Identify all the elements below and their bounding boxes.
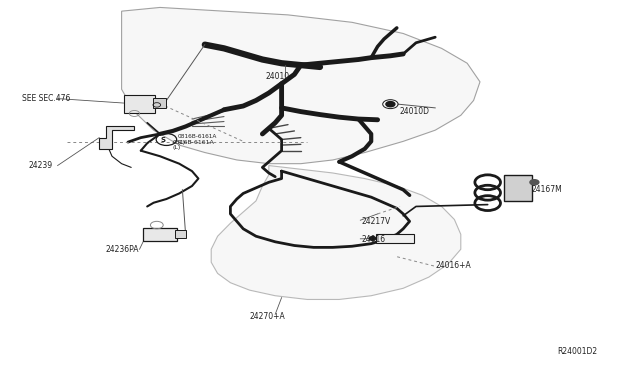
Circle shape (530, 180, 539, 185)
Text: 24270+A: 24270+A (250, 312, 285, 321)
Text: SEE SEC.476: SEE SEC.476 (22, 94, 71, 103)
FancyBboxPatch shape (175, 230, 186, 238)
Polygon shape (99, 126, 134, 149)
Text: R24001D2: R24001D2 (557, 347, 597, 356)
Text: 24016: 24016 (362, 235, 386, 244)
Text: S: S (161, 137, 166, 142)
Text: 24239: 24239 (29, 161, 53, 170)
Text: 24010: 24010 (266, 72, 290, 81)
FancyBboxPatch shape (376, 234, 414, 243)
Circle shape (369, 237, 376, 240)
FancyBboxPatch shape (124, 95, 155, 113)
Text: 0816B-6161A
(L): 0816B-6161A (L) (178, 134, 218, 145)
Text: 24236PA: 24236PA (106, 245, 139, 254)
Text: 24167M: 24167M (531, 185, 562, 194)
Polygon shape (211, 166, 461, 299)
Text: 24016+A: 24016+A (435, 262, 471, 270)
FancyBboxPatch shape (143, 228, 177, 241)
Text: 24010D: 24010D (400, 107, 430, 116)
Text: 24217V: 24217V (362, 217, 391, 226)
Text: 0816B-6161A
(L): 0816B-6161A (L) (173, 140, 214, 151)
Polygon shape (122, 7, 480, 164)
Circle shape (386, 102, 395, 107)
FancyBboxPatch shape (153, 98, 166, 108)
FancyBboxPatch shape (504, 175, 532, 201)
